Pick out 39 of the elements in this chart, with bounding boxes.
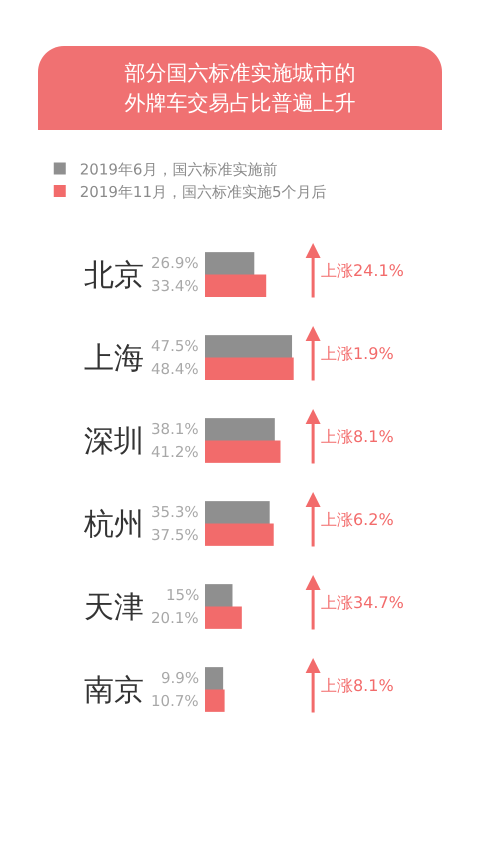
bar xyxy=(205,252,254,275)
data-label: 20.1% xyxy=(151,609,199,627)
data-label: 37.5% xyxy=(151,526,199,544)
data-label: 41.2% xyxy=(151,443,199,461)
data-label: 35.3% xyxy=(151,503,199,521)
text: 上涨8.1% xyxy=(321,427,394,446)
text: 上涨6.2% xyxy=(321,510,394,529)
bar xyxy=(205,335,292,358)
bar xyxy=(205,418,275,441)
data-label: 38.1% xyxy=(151,420,199,438)
data-label: 9.9% xyxy=(161,669,200,687)
bar xyxy=(205,584,232,607)
bar xyxy=(205,358,294,380)
data-label: 33.4% xyxy=(151,277,199,295)
text: 上涨34.7% xyxy=(321,593,404,612)
data-label: 48.4% xyxy=(151,360,199,378)
bar xyxy=(205,606,242,629)
data-label: 26.9% xyxy=(151,254,199,272)
text: 上涨24.1% xyxy=(321,261,404,280)
legend-label: 2019年11月，国六标准实施5个月后 xyxy=(80,182,327,201)
chart-title: 部分国六标准实施城市的外牌车交易占比普遍上升 xyxy=(124,60,356,117)
bar xyxy=(205,440,280,463)
data-label: 15% xyxy=(166,586,200,604)
bar xyxy=(205,274,266,297)
data-label: 47.5% xyxy=(151,337,199,355)
y-tick-label: 深圳 xyxy=(84,424,144,460)
y-tick-label: 北京 xyxy=(84,258,144,294)
data-label: 10.7% xyxy=(151,692,199,710)
y-tick-label: 杭州 xyxy=(83,507,144,542)
bar xyxy=(205,667,224,690)
y-tick-label: 南京 xyxy=(84,673,144,708)
bar xyxy=(205,501,270,524)
bar xyxy=(205,524,274,546)
y-tick-label: 上海 xyxy=(84,341,144,376)
legend-label: 2019年6月，国六标准实施前 xyxy=(80,160,278,178)
text: 上涨1.9% xyxy=(321,344,394,363)
y-tick-label: 天津 xyxy=(84,590,144,626)
text: 上涨8.1% xyxy=(321,676,394,695)
bar xyxy=(205,690,225,712)
